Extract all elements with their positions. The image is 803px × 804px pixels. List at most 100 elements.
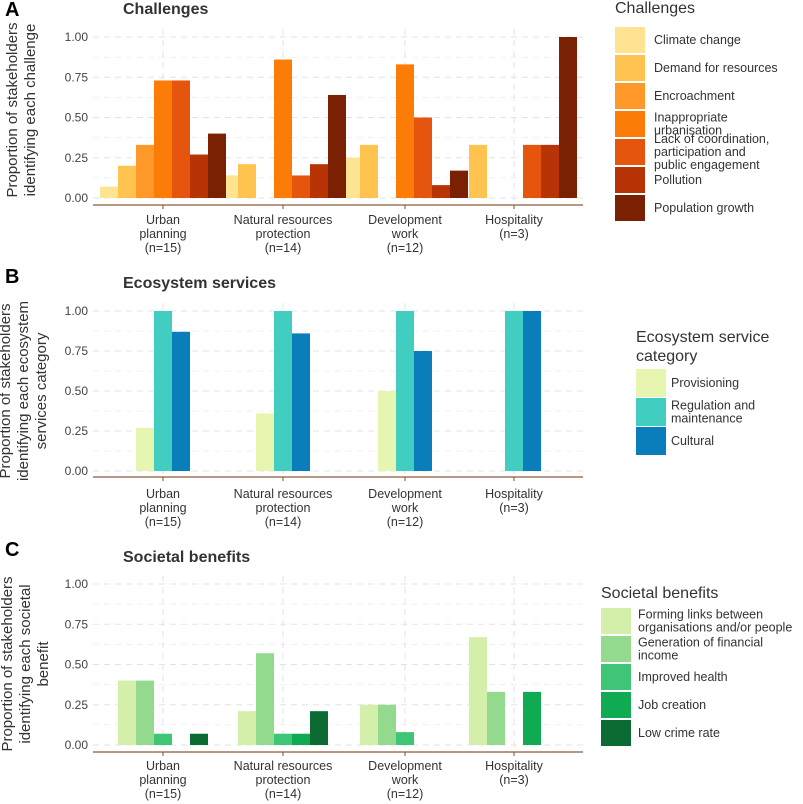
legend-swatch [601,664,631,690]
x-tick-label: Natural resources [234,213,333,227]
panel-letter: A [5,0,19,21]
legend-swatch [615,83,645,109]
bar-cultural-3 [414,351,432,471]
bar-low-crime-rate-1 [190,733,208,745]
legend-label: Demand for resources [654,61,778,75]
bar-pollution-1 [190,154,208,198]
legend: Ecosystem service category Provisioning Reg… [636,329,769,455]
y-axis-label: Proportion of stakeholders [0,303,14,478]
bar-regulation-and-maintenance-4 [505,311,523,471]
legend-label: income [638,649,678,663]
x-tick-label: (n=15) [145,241,181,255]
x-tick-label: Development [368,213,442,227]
y-axis-label: identifying each societal [17,584,34,743]
bar-job-creation-4 [523,691,541,745]
legend-label: Population growth [654,201,754,215]
y-tick-label: 0.50 [65,384,89,398]
x-tick-label: (n=3) [499,773,529,787]
x-tick-label: (n=15) [145,515,181,529]
legend-label: Regulation and [671,399,755,413]
bar-low-crime-rate-2 [310,711,328,745]
y-axis-label: services category [33,332,50,449]
legend-swatch [615,195,645,221]
legend-title: Challenges [615,0,695,17]
legend-swatch [601,608,631,634]
bar-improved-health-3 [396,732,414,745]
y-axis-label: Proportion of stakeholders [4,22,21,197]
chart-title: Societal benefits [123,549,250,566]
y-tick-label: 0.00 [65,191,89,205]
bar-population-growth-3 [450,170,468,198]
x-tick-label: Urban [146,759,180,773]
y-tick-label: 0.50 [65,111,89,125]
x-tick-label: planning [139,227,186,241]
legend-swatch [615,55,645,81]
legend-label: Job creation [638,698,706,712]
legend-label: Lack of coordination, [654,132,769,146]
x-tick-label: (n=12) [387,787,423,801]
legend-label: Cultural [671,434,714,448]
legend: Challenges Climate change Demand for resou… [615,0,778,221]
gridlines [93,576,583,752]
x-tick-label: (n=3) [499,501,529,515]
legend-swatch [601,692,631,718]
bar-provisioning-2 [256,413,274,471]
legend-label: public engagement [654,158,760,172]
legend-label: Inappropriate [654,111,728,125]
bar-encroachment-1 [136,144,154,198]
y-tick-label: 0.25 [65,151,89,165]
x-tick-label: work [391,501,419,515]
y-tick-label: 0.50 [65,658,89,672]
bar-regulation-and-maintenance-2 [274,311,292,471]
y-tick-label: 0.00 [65,738,89,752]
legend-label: Provisioning [671,376,739,390]
legend-swatch [636,427,666,455]
y-axis-label: identifying each ecosystem [15,301,32,481]
x-tick-label: (n=12) [387,241,423,255]
x-tick-label: Hospitality [485,213,543,227]
bars [136,311,541,471]
panel-letter: B [5,266,19,288]
bar-improved-health-2 [274,733,292,745]
x-tick-label: Urban [146,487,180,501]
x-tick-label: Natural resources [234,759,333,773]
bar-demand-for-resources-3 [360,144,378,198]
legend-label: Low crime rate [638,726,720,740]
bar-population-growth-1 [208,133,226,198]
x-tick-label: Natural resources [234,487,333,501]
y-tick-label: 0.75 [65,70,89,84]
legend-title: Ecosystem service [636,329,769,346]
legend-label: Encroachment [654,89,735,103]
y-tick-label: 1.00 [65,30,89,44]
bar-population-growth-4 [559,37,577,198]
bar-cultural-4 [523,311,541,471]
bar-lack-of-coordination-participation-and-public-engagement-1 [172,80,190,198]
bar-cultural-1 [172,331,190,471]
bar-forming-links-between-organisations-and-or-people-2 [238,711,256,745]
x-tick-label: protection [256,227,311,241]
y-tick-label: 1.00 [65,577,89,591]
bar-cultural-2 [292,333,310,471]
legend-label: maintenance [671,412,743,426]
bar-lack-of-coordination-participation-and-public-engagement-2 [292,175,310,198]
y-axis-label: identifying each challenge [22,24,39,197]
x-tick-label: planning [139,501,186,515]
chart-title: Challenges [123,1,208,18]
x-tick-label: protection [256,501,311,515]
bar-provisioning-1 [136,427,154,471]
x-tick-label: (n=15) [145,787,181,801]
bar-improved-health-1 [154,733,172,745]
x-tick-label: (n=14) [265,241,301,255]
y-tick-label: 0.25 [65,424,89,438]
x-tick-label: Development [368,487,442,501]
bar-job-creation-2 [292,733,310,745]
legend-swatch [601,636,631,662]
bar-forming-links-between-organisations-and-or-people-4 [469,637,487,745]
legend-swatch [615,139,645,165]
bar-forming-links-between-organisations-and-or-people-1 [118,680,136,745]
legend-swatch [615,167,645,193]
bars [100,37,577,199]
x-tick-label: (n=3) [499,227,529,241]
